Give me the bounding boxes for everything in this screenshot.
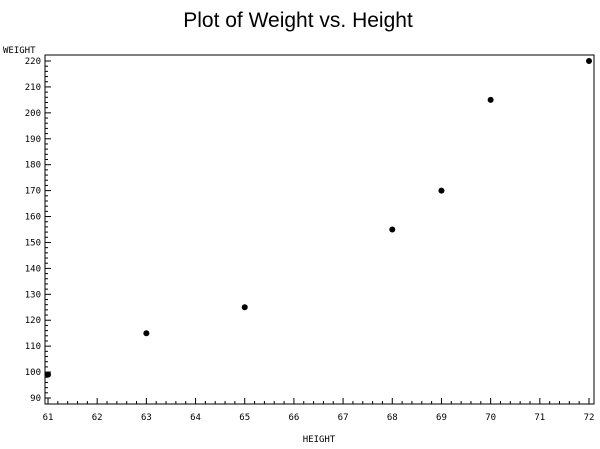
- x-tick-label: 69: [436, 413, 447, 423]
- x-tick-label: 61: [43, 413, 54, 423]
- x-tick-label: 66: [288, 413, 299, 423]
- x-tick-label: 65: [239, 413, 250, 423]
- chart-title: Plot of Weight vs. Height: [183, 9, 413, 32]
- data-points: [45, 58, 592, 378]
- data-point: [586, 58, 592, 64]
- y-tick-label: 160: [25, 213, 41, 223]
- data-point: [45, 371, 51, 378]
- y-tick-label: 200: [25, 109, 41, 119]
- y-axis-ticks: 90 100 110 120 130 140 150 160 170 180 190 200 210 22…: [25, 57, 51, 404]
- data-point: [487, 96, 494, 103]
- x-tick-label: 72: [584, 413, 595, 423]
- y-tick-label: 210: [25, 83, 41, 93]
- y-tick-label: 140: [25, 264, 41, 274]
- y-tick-label: 180: [25, 161, 41, 171]
- data-point: [143, 330, 150, 337]
- x-tick-label: 64: [190, 413, 201, 423]
- plot-frame: [44, 54, 595, 405]
- y-tick-label: 150: [25, 238, 41, 248]
- y-tick-label: 110: [25, 342, 41, 352]
- x-tick-label: 62: [92, 413, 103, 423]
- data-point: [438, 187, 445, 194]
- y-tick-label: 130: [25, 290, 41, 300]
- data-point: [241, 304, 248, 311]
- x-tick-label: 67: [338, 413, 349, 423]
- y-tick-label: 220: [25, 57, 41, 67]
- x-tick-label: 71: [534, 413, 545, 423]
- y-tick-label: 90: [30, 394, 41, 404]
- data-point: [389, 226, 396, 233]
- x-tick-label: 63: [141, 413, 152, 423]
- x-axis-ticks: 61 62 63 64 65 66 67 68 69 70 71 72: [43, 398, 595, 423]
- y-axis-label: WEIGHT: [3, 46, 36, 56]
- y-tick-label: 100: [25, 368, 41, 378]
- y-tick-label: 170: [25, 187, 41, 197]
- x-axis-label: HEIGHT: [303, 435, 336, 445]
- y-tick-label: 120: [25, 316, 41, 326]
- y-tick-label: 190: [25, 135, 41, 145]
- x-tick-label: 70: [485, 413, 496, 423]
- x-tick-label: 68: [387, 413, 398, 423]
